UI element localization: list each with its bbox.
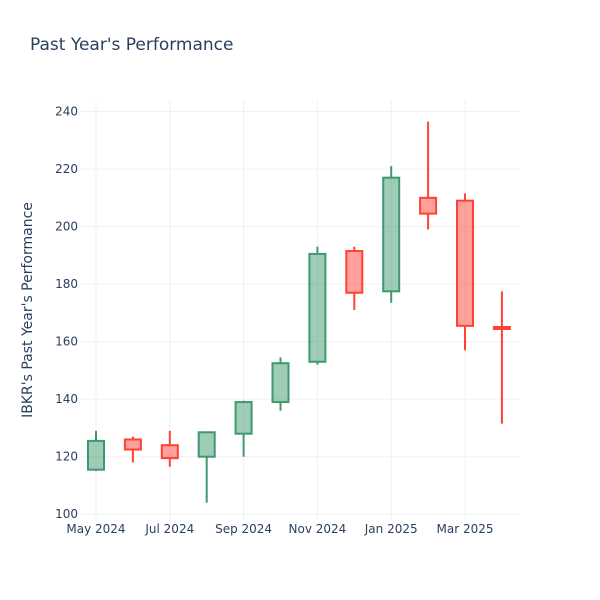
candle-dec-2024[interactable]: [345, 246, 364, 310]
candle-jun-2024[interactable]: [123, 436, 142, 463]
y-tick-label: 120: [55, 450, 78, 464]
x-axis-ticks: May 2024 Jul 2024 Sep 2024 Nov 2024 Jan 2025…: [66, 522, 493, 536]
x-tick-label: Nov 2024: [289, 522, 347, 536]
y-tick-label: 200: [55, 220, 78, 234]
candle-sep-2024[interactable]: [234, 400, 253, 457]
candle-body-increasing: [271, 362, 290, 404]
x-tick-label: Mar 2025: [437, 522, 494, 536]
grid-lines: [80, 100, 520, 520]
candle-body-decreasing: [123, 438, 142, 451]
candle-body-increasing: [197, 431, 216, 458]
candle-oct-2024[interactable]: [271, 357, 290, 411]
y-tick-label: 180: [55, 277, 78, 291]
candle-mar-2025[interactable]: [456, 193, 474, 351]
y-tick-label: 100: [55, 507, 78, 521]
y-tick-label: 160: [55, 335, 78, 349]
candlestick-series: [87, 121, 511, 503]
candle-body-decreasing: [419, 196, 438, 215]
x-tick-label: Jul 2024: [144, 522, 194, 536]
candle-jul-2024[interactable]: [160, 430, 179, 467]
candle-body-decreasing: [160, 444, 179, 460]
candle-body-decreasing: [345, 250, 364, 294]
chart-title: Past Year's Performance: [30, 35, 234, 55]
candle-jan-2025[interactable]: [382, 166, 401, 303]
candle-body-increasing: [87, 439, 105, 471]
candle-body-decreasing: [456, 199, 474, 327]
y-axis-ticks: 100 120 140 160 180 200 220 240: [55, 105, 78, 522]
candle-aug-2024[interactable]: [197, 431, 216, 503]
candle-nov-2024[interactable]: [308, 246, 327, 365]
x-tick-label: May 2024: [66, 522, 125, 536]
x-tick-label: Sep 2024: [215, 522, 272, 536]
y-axis-label: IBKR's Past Year's Performance: [20, 202, 36, 418]
candle-body-decreasing: [492, 325, 511, 330]
candle-feb-2025[interactable]: [419, 121, 438, 230]
y-tick-label: 240: [55, 105, 78, 119]
y-tick-label: 140: [55, 392, 78, 406]
candle-apr-2025[interactable]: [492, 291, 511, 424]
candle-body-increasing: [382, 176, 401, 293]
y-tick-label: 220: [55, 162, 78, 176]
candle-body-increasing: [308, 252, 327, 363]
x-tick-label: Jan 2025: [364, 522, 418, 536]
candle-body-increasing: [234, 401, 253, 435]
candle-may-2024[interactable]: [87, 430, 105, 472]
